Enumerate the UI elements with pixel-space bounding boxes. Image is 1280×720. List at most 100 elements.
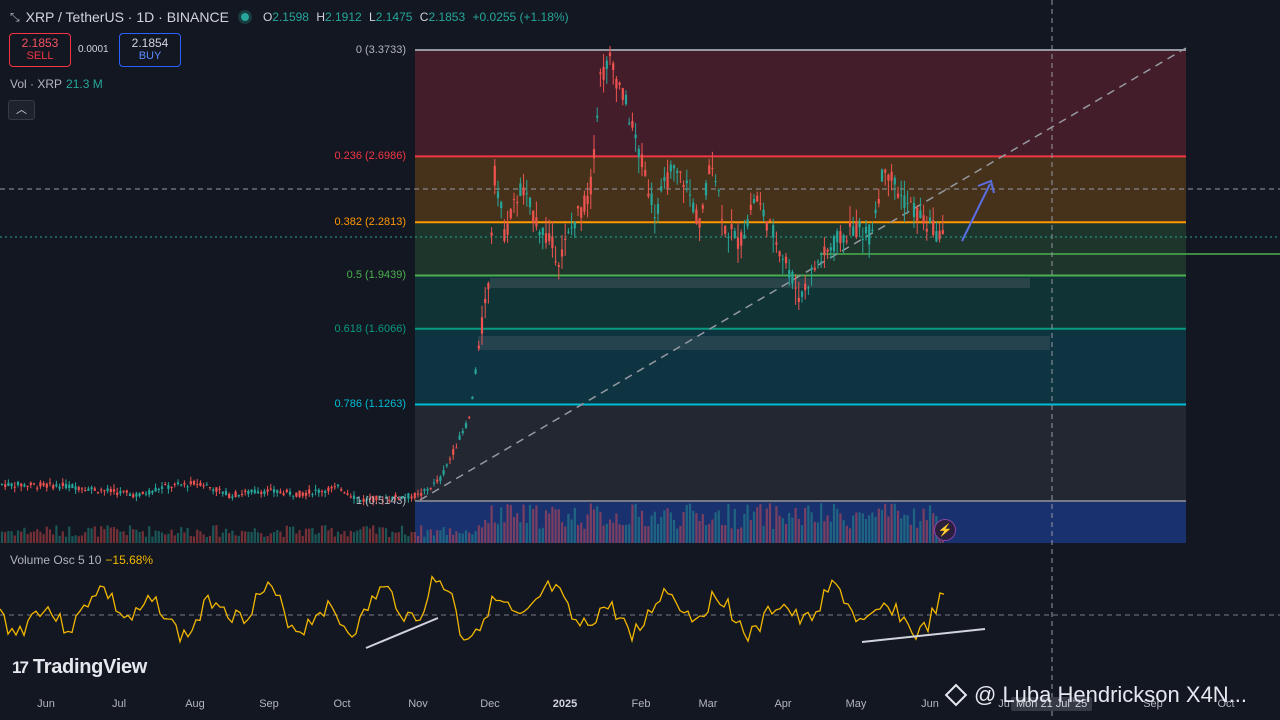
volume-bar [260,533,263,543]
candle-body [327,487,330,492]
volume-bar [717,510,720,543]
candle-body [39,482,42,487]
candle-body [688,194,692,196]
volume-bar [493,522,496,543]
candle-body [468,417,471,419]
volume-bar [768,503,772,543]
candle-body [736,237,740,249]
volume-bar [119,531,122,543]
symbol-title[interactable]: XRP / TetherUS · 1D · BINANCE [25,9,229,25]
candle-body [212,489,215,491]
candle-body [74,486,77,490]
candle-body [87,488,90,491]
candle-body [410,496,413,499]
volume-bar [429,529,432,543]
volume-bar [464,530,468,543]
candle-body [644,169,647,176]
candle-body [522,187,525,196]
candle-body [7,482,10,486]
candle-body [221,491,224,494]
candle-body [861,238,864,240]
candle-body [640,154,644,168]
volume-bar [164,534,167,543]
candle-body [202,485,205,487]
volume-bar [551,506,554,543]
volume-bar [800,525,804,543]
projection-arrowhead [977,179,995,194]
volume-bar [535,505,538,543]
volume-bar [890,504,893,543]
volume-bar [861,513,864,543]
volume-bar [77,536,80,543]
oscillator-legend[interactable]: Volume Osc 5 10 −15.68% [10,553,154,567]
volume-bar [365,526,368,543]
time-axis-label: 2025 [552,698,578,710]
volume-bar [900,518,903,543]
volume-bar [397,532,400,543]
candle-body [788,270,791,278]
volume-bar [416,535,420,543]
candle-body [256,491,260,494]
candle-body [375,495,378,501]
time-axis-label: Jun [921,698,939,710]
candle-body [564,238,567,241]
volume-bar [314,534,317,543]
volume-bar [685,504,688,543]
volume-bar [570,519,573,543]
buy-button[interactable]: 2.1854 BUY [119,33,181,67]
fib-level-label: 0.5 (1.9439) [346,269,406,282]
volume-legend[interactable]: Vol · XRP 21.3 M [10,77,103,91]
volume-bar [84,532,87,543]
volume-bar [807,505,810,543]
tradingview-logo[interactable]: 17 TradingView [12,656,147,679]
candle-body [784,256,788,264]
collapse-arrows-icon[interactable]: ⤡ [10,9,20,24]
time-axis-label: Jul [111,698,127,710]
volume-bar [637,516,640,543]
volume-bar [640,510,644,543]
volume-bar [560,522,564,543]
volume-bar [820,503,823,543]
volume-bar [506,504,509,543]
volume-bar [695,513,698,543]
candle-body [71,484,74,488]
candle-body [458,435,461,440]
volume-bar [23,527,26,543]
candle-body [157,488,160,490]
candle-body [426,488,429,491]
volume-bar [692,510,695,543]
sell-button[interactable]: 2.1853 SELL [9,33,71,67]
volume-bar [52,534,55,543]
volume-bar [32,531,36,543]
candle-body [836,231,839,243]
candle-body [346,493,349,495]
candle-body [340,489,343,491]
volume-bar [877,508,880,543]
candle-body [48,482,52,484]
candle-body [464,423,468,428]
volume-bar [874,516,877,543]
candle-body [330,486,333,489]
candle-body [548,233,551,241]
fib-level-label: 0.618 (1.6066) [334,322,406,335]
candle-body [932,220,935,236]
collapse-legend-button[interactable]: ︿ [8,100,35,120]
candle-body [228,493,231,499]
fib-level-label: 0 (3.3733) [355,44,406,56]
volume-bar [320,525,324,543]
volume-bar [362,526,365,543]
volume-bar [157,531,160,543]
candle-body [759,203,762,205]
volume-bar [106,525,109,543]
volume-bar [368,528,372,543]
volume-bar [490,505,493,543]
oscillator-trendline [365,617,439,649]
volume-bar [634,503,637,543]
volume-bar [765,508,768,543]
volume-bar [893,503,896,543]
candle-body [874,209,877,214]
volume-bar [324,525,327,543]
volume-bar [759,504,762,543]
alert-lightning-icon[interactable]: ⚡ [934,519,956,541]
